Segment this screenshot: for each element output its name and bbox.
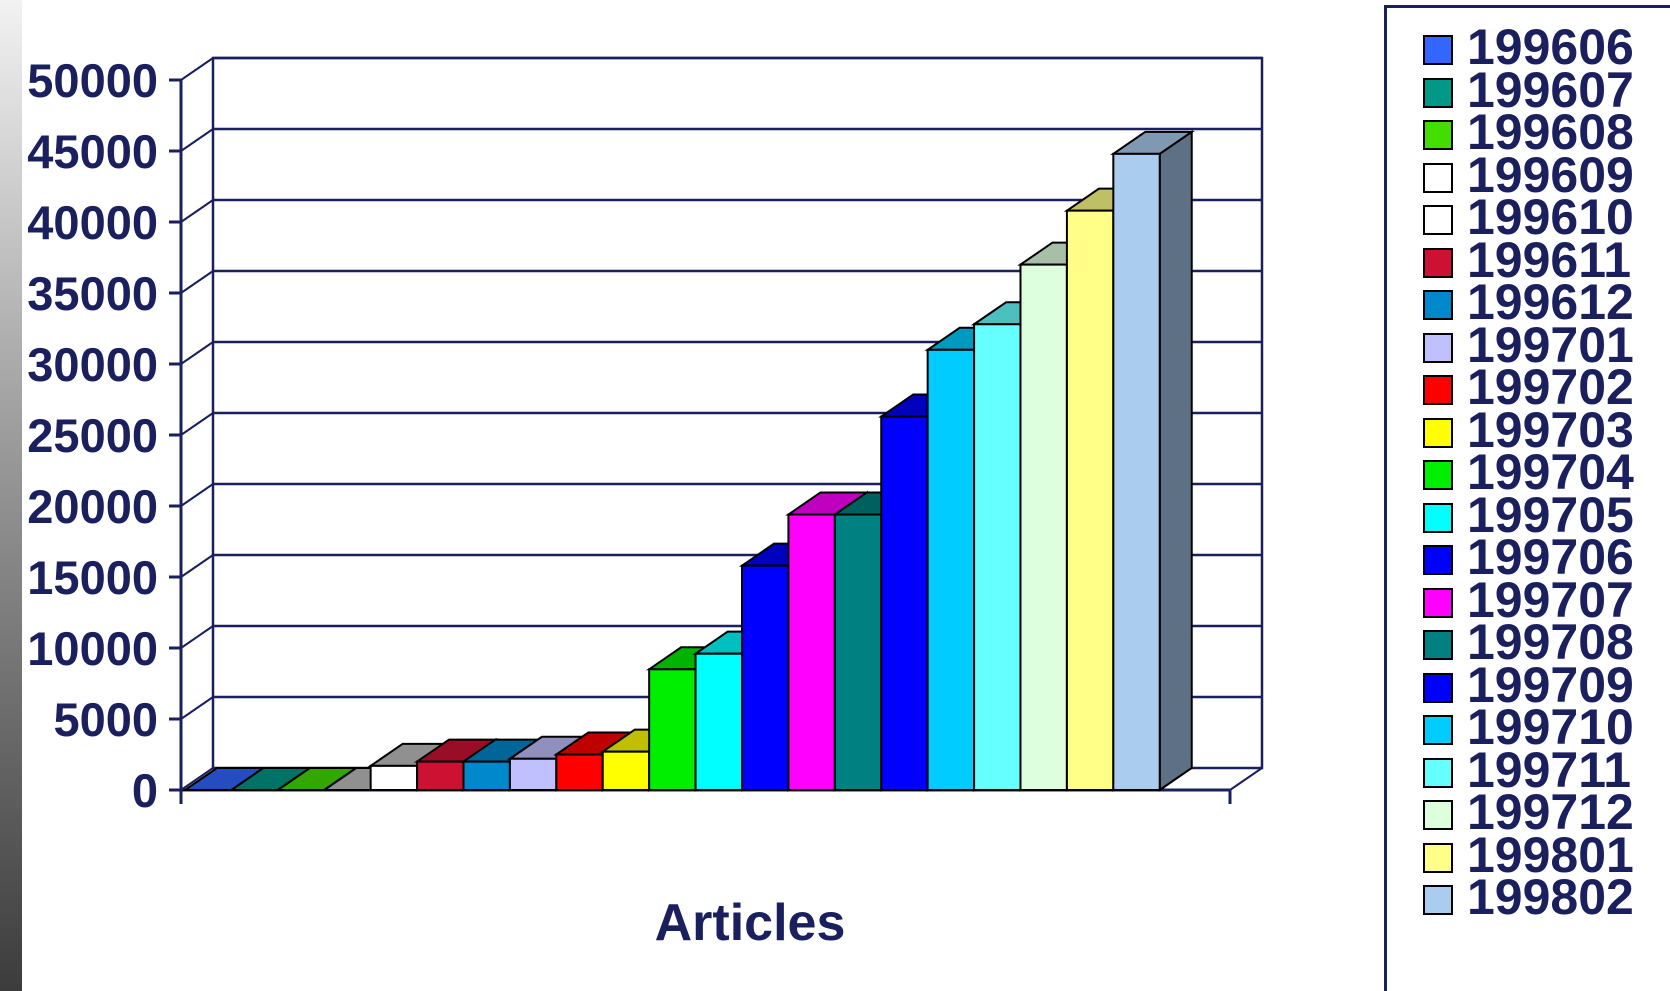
- legend-swatch: [1423, 672, 1453, 703]
- y-tick-label: 0: [132, 764, 158, 817]
- y-tick-label: 15000: [27, 551, 158, 604]
- bar-front: [973, 323, 1022, 791]
- legend-swatch: [1423, 800, 1453, 830]
- legend-label: 199705: [1467, 486, 1634, 543]
- legend-label: 199709: [1467, 656, 1634, 713]
- legend-label: 199612: [1467, 274, 1634, 330]
- bar-front: [648, 668, 697, 791]
- bar-199802: [1110, 129, 1195, 792]
- bar-front: [787, 513, 836, 792]
- gridline-side: [180, 483, 214, 507]
- bar-front: [416, 760, 465, 791]
- y-tick-label: 10000: [27, 622, 158, 675]
- legend-label: 199706: [1467, 529, 1634, 585]
- legend-swatch: [1423, 332, 1453, 363]
- bar-front: [880, 415, 929, 791]
- legend-swatch: [1423, 842, 1453, 873]
- legend-label: 199611: [1467, 231, 1632, 288]
- legend-swatch: [1423, 205, 1453, 235]
- legend-label: 199607: [1467, 61, 1634, 118]
- legend-label: 199608: [1467, 104, 1634, 160]
- legend-label: 199710: [1467, 699, 1634, 755]
- bar-front: [369, 764, 419, 791]
- legend-label: 199802: [1467, 869, 1634, 925]
- bar-front: [694, 652, 743, 791]
- x-axis-label: Articles: [655, 894, 846, 952]
- y-tick-label: 25000: [27, 409, 158, 462]
- floor-edge-left: [180, 767, 214, 791]
- bar-front: [1065, 209, 1115, 791]
- legend-label: 199610: [1467, 189, 1634, 245]
- legend-label: 199702: [1467, 359, 1634, 415]
- y-tick-label: 20000: [27, 480, 158, 533]
- y-tick-label: 5000: [53, 693, 158, 746]
- legend-swatch: [1423, 162, 1453, 193]
- gridline-side: [180, 128, 214, 152]
- legend-swatch: [1423, 885, 1453, 915]
- legend: 199606 199607 199608 199609 199610 199611 1996…: [1384, 5, 1670, 991]
- legend-label: 199708: [1467, 614, 1634, 670]
- legend-swatch: [1423, 545, 1453, 575]
- legend-swatch: [1423, 630, 1453, 660]
- legend-label: 199704: [1467, 444, 1634, 500]
- legend-label: 199609: [1467, 146, 1634, 203]
- gridline-side: [180, 625, 214, 649]
- legend-swatch: [1423, 417, 1453, 448]
- legend-swatch: [1423, 460, 1453, 490]
- y-tick-label: 45000: [27, 125, 158, 178]
- y-tick-label: 30000: [27, 338, 158, 391]
- legend-label: 199712: [1467, 784, 1634, 840]
- bar-front: [833, 513, 883, 792]
- gridline-side: [180, 57, 214, 81]
- bar-front: [555, 753, 604, 791]
- left-edge-gradient: [0, 0, 22, 991]
- legend-label: 199701: [1467, 316, 1634, 373]
- legend-label: 199711: [1467, 741, 1632, 798]
- y-tick-label: 50000: [27, 54, 158, 107]
- bar-front: [601, 750, 651, 791]
- legend-label: 199801: [1467, 826, 1634, 883]
- legend-swatch: [1423, 715, 1453, 745]
- floor-edge-right: [1229, 767, 1263, 791]
- legend-label: 199606: [1467, 19, 1634, 75]
- bar-front: [740, 564, 790, 792]
- gridline-side: [180, 554, 214, 578]
- legend-label: 199703: [1467, 401, 1634, 458]
- bar-front: [462, 760, 511, 791]
- bar-front: [508, 757, 558, 792]
- bar-199712: [1017, 240, 1103, 792]
- bar-front: [1019, 263, 1068, 792]
- legend-swatch: [1423, 35, 1453, 65]
- gridline-side: [180, 270, 214, 294]
- gridline-side: [180, 341, 214, 365]
- legend-swatch: [1423, 77, 1453, 108]
- legend-swatch: [1423, 120, 1453, 150]
- legend-swatch: [1423, 247, 1453, 278]
- legend-swatch: [1423, 587, 1453, 618]
- legend-swatch: [1423, 757, 1453, 788]
- legend-swatch: [1423, 375, 1453, 405]
- bar-side: [1158, 129, 1193, 792]
- y-tick-label: 40000: [27, 196, 158, 249]
- legend-label: 199707: [1467, 571, 1634, 628]
- bar-front: [926, 348, 976, 791]
- gridline-side: [180, 696, 214, 720]
- gridline-side: [180, 412, 214, 436]
- gridline-side: [180, 199, 214, 223]
- bar-front: [1112, 152, 1161, 791]
- legend-swatch: [1423, 290, 1453, 320]
- legend-swatch: [1423, 502, 1453, 533]
- y-tick-label: 35000: [27, 267, 158, 320]
